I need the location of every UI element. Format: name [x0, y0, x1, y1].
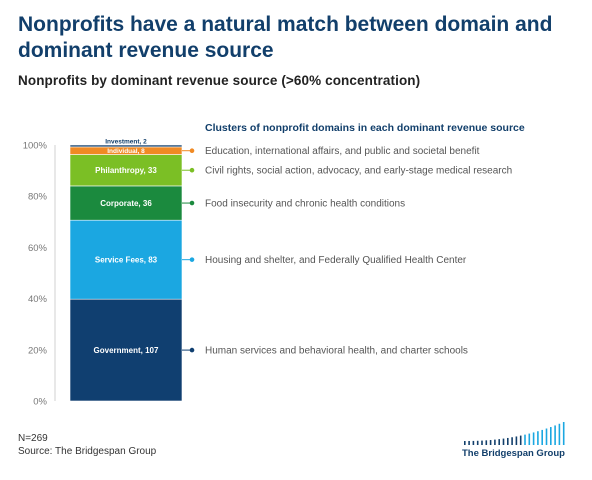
bar-segment-corporate — [69, 185, 183, 221]
bar-segment-investment — [69, 144, 183, 148]
leader-dot-corporate — [189, 200, 195, 206]
y-tick-label: 100% — [23, 141, 48, 152]
y-tick-label: 80% — [28, 192, 48, 203]
annotation-individual: Education, international affairs, and pu… — [205, 146, 480, 157]
stacked-bar-chart: 0% 20% 40% 60% 80% 100% Government, 107 Human s… — [23, 122, 525, 408]
leader-dot-service-fees — [189, 257, 195, 262]
data-label-corporate: Corporate, 36 — [100, 199, 152, 208]
annotations-header: Clusters of nonprofit domains in each do… — [205, 122, 525, 134]
chart-subtitle: Nonprofits by dominant revenue source (>… — [18, 73, 421, 88]
data-label-philanthropy: Philanthropy, 33 — [95, 166, 157, 175]
data-label-individual: Individual, 8 — [107, 148, 145, 155]
annotation-government: Human services and behavioral health, an… — [205, 346, 468, 357]
chart-title: Nonprofits have a natural match between … — [18, 13, 553, 62]
bridgespan-logo-icon — [464, 422, 565, 445]
bar-segment-service-fees — [69, 219, 183, 300]
annotation-service-fees: Housing and shelter, and Federally Quali… — [205, 255, 467, 266]
leader-dot-philanthropy — [189, 167, 195, 173]
y-tick-label: 40% — [28, 294, 48, 305]
y-tick-label: 20% — [28, 345, 48, 356]
source-note: Source: The Bridgespan Group — [18, 446, 157, 457]
leader-dot-individual — [189, 148, 195, 154]
data-label-investment: Investment, 2 — [105, 139, 147, 146]
annotation-philanthropy: Civil rights, social action, advocacy, a… — [205, 166, 512, 177]
data-label-government: Government, 107 — [94, 346, 159, 355]
annotation-corporate: Food insecurity and chronic health condi… — [205, 199, 405, 210]
logo-text: The Bridgespan Group — [462, 448, 565, 459]
y-tick-label: 0% — [33, 397, 47, 408]
data-label-service-fees: Service Fees, 83 — [95, 256, 158, 265]
bar-segment-philanthropy — [69, 154, 183, 187]
sample-size-note: N=269 — [18, 433, 48, 444]
leader-dot-government — [189, 347, 195, 353]
bar-segment-government — [69, 298, 183, 402]
y-tick-label: 60% — [28, 243, 48, 254]
